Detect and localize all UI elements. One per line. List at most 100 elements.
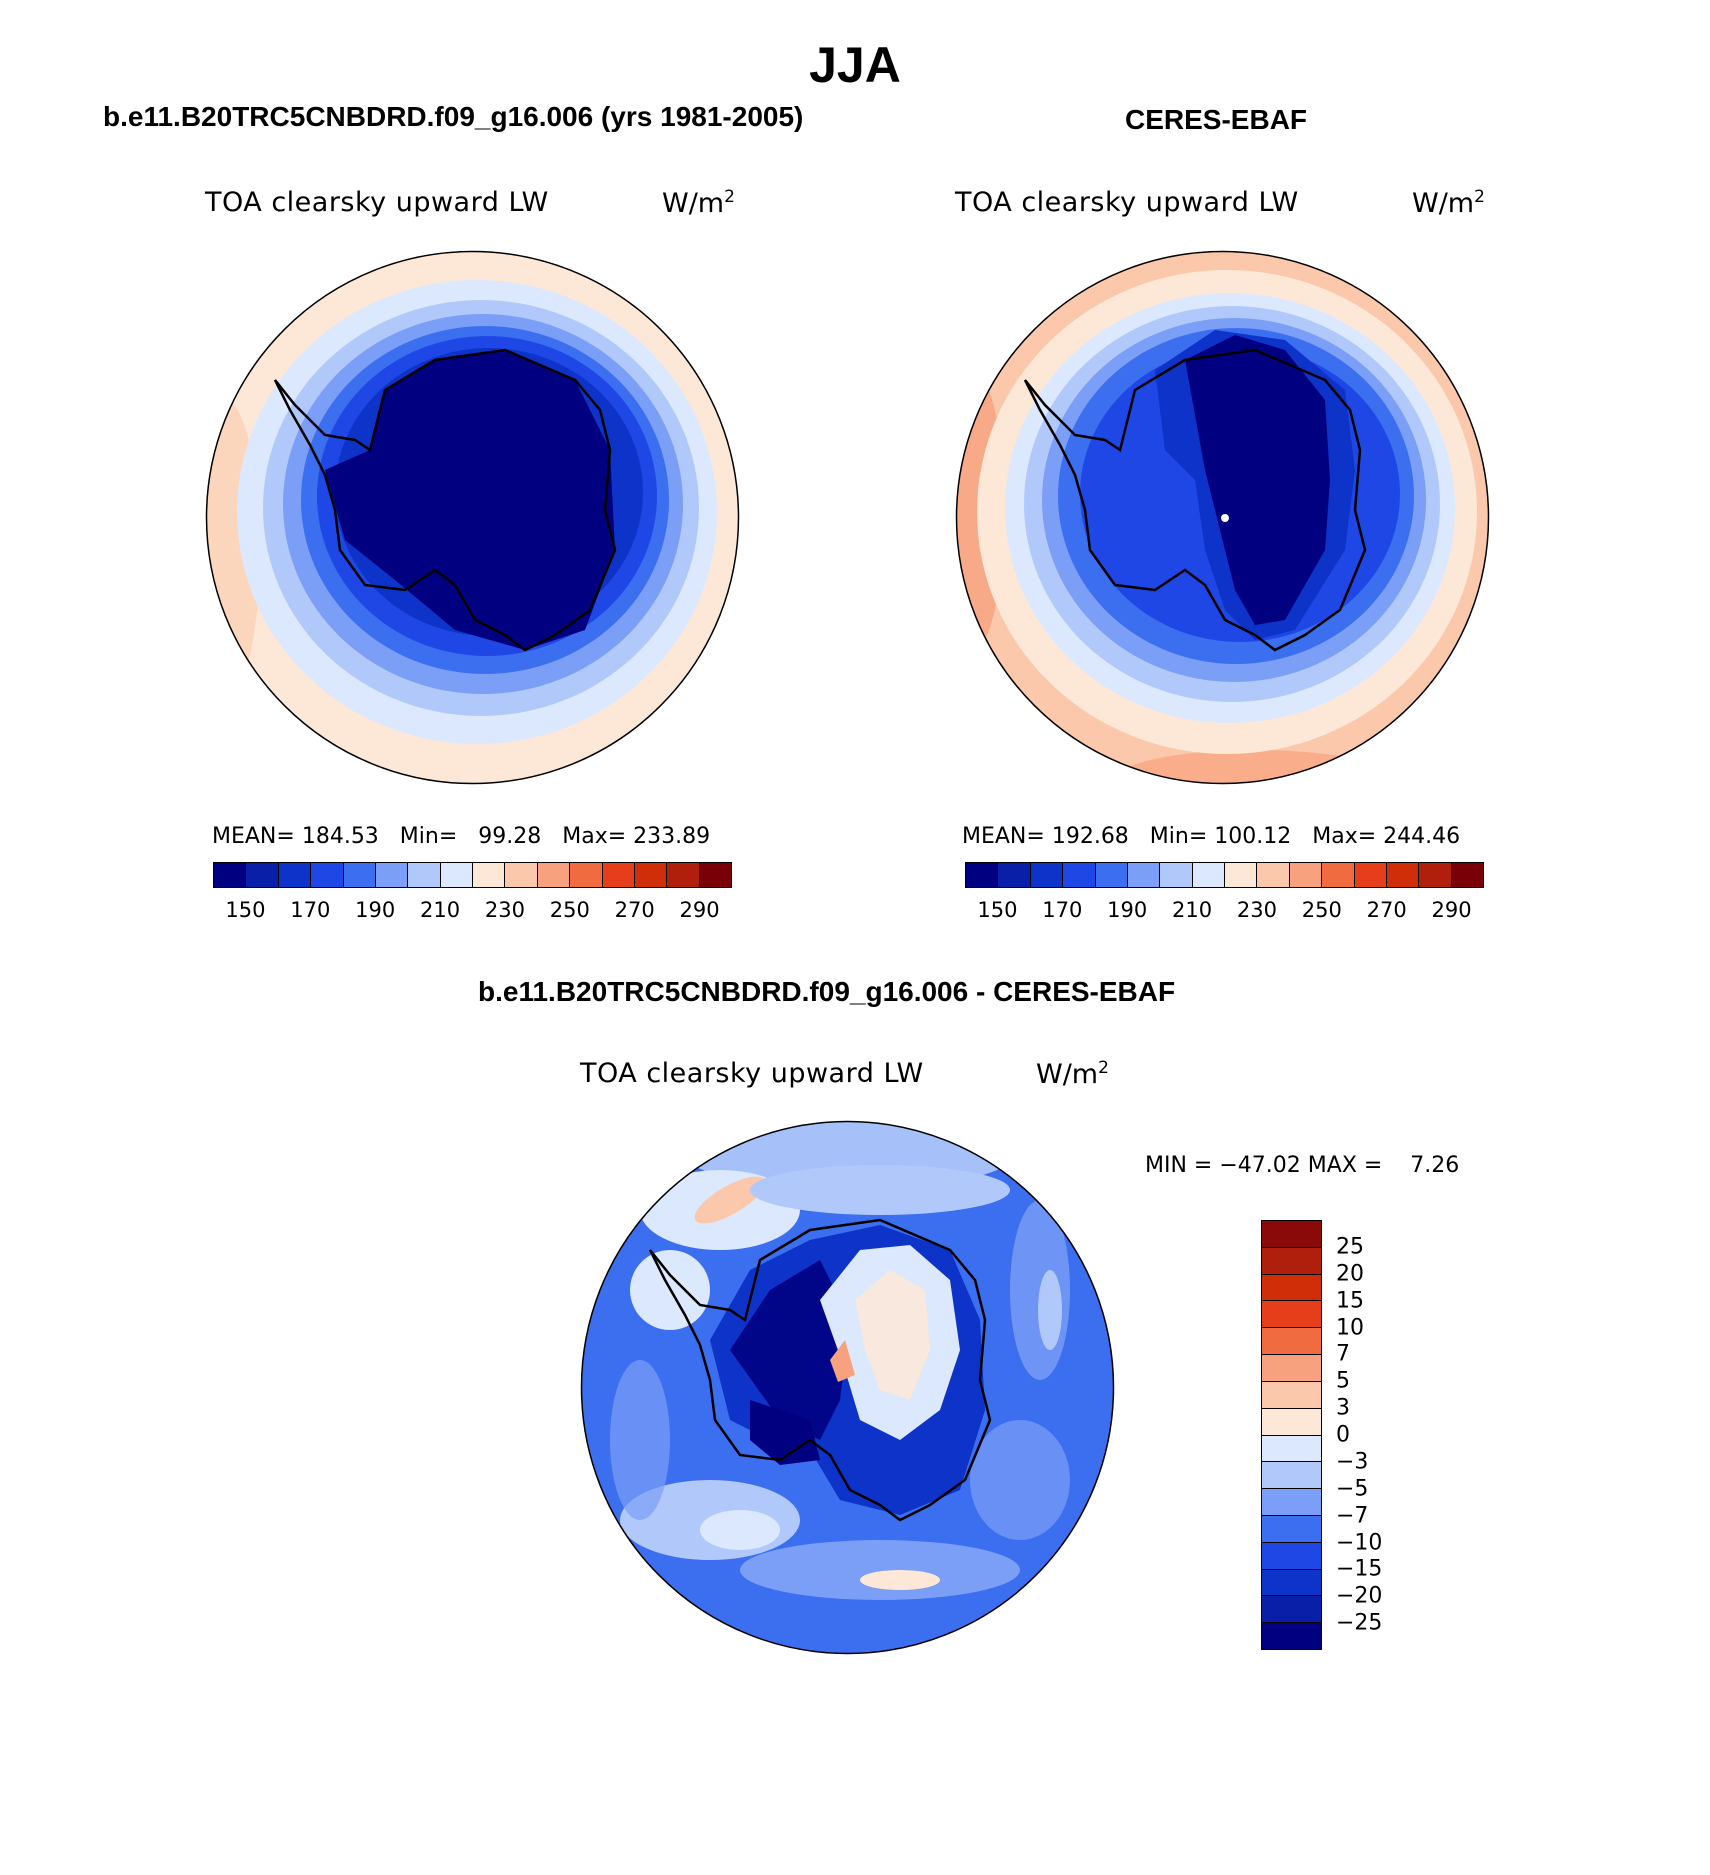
colorbar-label: 290 — [679, 898, 720, 922]
colorbar-swatch — [1262, 1274, 1321, 1302]
colorbar-label: 7 — [1336, 1341, 1350, 1367]
colorbar-swatch — [1095, 863, 1128, 887]
colorbar-label: −7 — [1336, 1503, 1369, 1529]
colorbar-label: −5 — [1336, 1476, 1369, 1502]
colorbar-label: 250 — [549, 898, 590, 922]
difference-colorbar-labels: 25 20 15 10 7 5 3 0 −3 −5 −7 −10 −15 −20 −25 — [1336, 1220, 1416, 1650]
colorbar-swatch — [343, 863, 376, 887]
colorbar-swatch — [1262, 1328, 1321, 1356]
panel-1-colorbar-labels: 150 170 190 210 230 250 270 290 — [213, 898, 732, 924]
colorbar-swatch — [602, 863, 635, 887]
colorbar-swatch — [1063, 863, 1096, 887]
panel-2-map — [955, 250, 1490, 785]
colorbar-swatch — [246, 863, 279, 887]
panel-2-plot-title: TOA clearsky upward LW — [955, 187, 1299, 218]
colorbar-label: 190 — [355, 898, 396, 922]
colorbar-swatch — [1262, 1542, 1321, 1570]
colorbar-label: 170 — [1042, 898, 1083, 922]
colorbar-swatch — [408, 863, 441, 887]
colorbar-swatch — [1160, 863, 1193, 887]
colorbar-swatch — [1322, 863, 1355, 887]
panel-2-colorbar-labels: 150 170 190 210 230 250 270 290 — [965, 898, 1484, 924]
colorbar-swatch — [1262, 1515, 1321, 1543]
colorbar-swatch — [1262, 1489, 1321, 1516]
panel-2-stats: MEAN= 192.68 Min= 100.12 Max= 244.46 — [962, 824, 1461, 849]
colorbar-label: 20 — [1336, 1261, 1364, 1287]
colorbar-swatch — [1262, 1596, 1321, 1624]
colorbar-swatch — [440, 863, 473, 887]
difference-stats: MIN = −47.02 MAX = 7.26 — [1145, 1153, 1460, 1178]
colorbar-swatch — [278, 863, 312, 887]
colorbar-label: 230 — [1236, 898, 1277, 922]
colorbar-swatch — [570, 863, 603, 887]
colorbar-swatch — [1257, 863, 1290, 887]
colorbar-label: 3 — [1336, 1395, 1350, 1421]
difference-plot-title: TOA clearsky upward LW — [580, 1058, 924, 1089]
colorbar-swatch — [1030, 863, 1064, 887]
colorbar-label: 290 — [1431, 898, 1472, 922]
colorbar-label: 190 — [1107, 898, 1148, 922]
colorbar-swatch — [1262, 1462, 1321, 1490]
colorbar-swatch — [1289, 863, 1323, 887]
colorbar-swatch — [1386, 863, 1420, 887]
panel-1-units: W/m2 — [662, 187, 735, 219]
figure-title: JJA — [809, 37, 901, 93]
colorbar-swatch — [1262, 1623, 1321, 1649]
panel-1-colorbar — [213, 862, 732, 888]
colorbar-label: 210 — [1172, 898, 1213, 922]
panel-2-units: W/m2 — [1412, 187, 1485, 219]
colorbar-label: −3 — [1336, 1449, 1369, 1475]
colorbar-swatch — [1262, 1569, 1321, 1597]
colorbar-label: 210 — [420, 898, 461, 922]
colorbar-swatch — [1262, 1435, 1321, 1463]
panel-2-title: CERES-EBAF — [1125, 104, 1308, 135]
colorbar-swatch — [634, 863, 668, 887]
colorbar-swatch — [1262, 1301, 1321, 1329]
colorbar-label: 150 — [977, 898, 1018, 922]
difference-map — [580, 1120, 1115, 1655]
colorbar-swatch — [1192, 863, 1225, 887]
colorbar-swatch — [214, 863, 247, 887]
colorbar-label: 5 — [1336, 1368, 1350, 1394]
colorbar-label: 230 — [484, 898, 525, 922]
difference-colorbar — [1261, 1220, 1322, 1650]
colorbar-swatch — [537, 863, 571, 887]
colorbar-swatch — [473, 863, 506, 887]
colorbar-label: 270 — [1366, 898, 1407, 922]
difference-title: b.e11.B20TRC5CNBDRD.f09_g16.006 - CERES-… — [478, 976, 1176, 1007]
panel-2-colorbar — [965, 862, 1484, 888]
colorbar-swatch — [1225, 863, 1258, 887]
colorbar-swatch — [1262, 1221, 1321, 1248]
colorbar-swatch — [1262, 1408, 1321, 1436]
colorbar-swatch — [505, 863, 538, 887]
colorbar-label: −10 — [1336, 1530, 1383, 1555]
colorbar-label: 150 — [225, 898, 266, 922]
colorbar-swatch — [375, 863, 409, 887]
colorbar-label: 270 — [614, 898, 655, 922]
colorbar-swatch — [1262, 1247, 1321, 1275]
colorbar-swatch — [1419, 863, 1452, 887]
colorbar-label: 10 — [1336, 1315, 1364, 1340]
colorbar-swatch — [1451, 863, 1483, 887]
colorbar-label: −15 — [1336, 1556, 1383, 1582]
colorbar-swatch — [1354, 863, 1387, 887]
colorbar-label: −25 — [1336, 1610, 1383, 1636]
colorbar-label: 170 — [290, 898, 331, 922]
colorbar-swatch — [966, 863, 999, 887]
colorbar-swatch — [667, 863, 700, 887]
colorbar-label: 15 — [1336, 1288, 1364, 1314]
panel-1-stats: MEAN= 184.53 Min= 99.28 Max= 233.89 — [212, 824, 711, 849]
colorbar-label: 250 — [1301, 898, 1342, 922]
colorbar-label: −20 — [1336, 1583, 1383, 1609]
panel-1-title: b.e11.B20TRC5CNBDRD.f09_g16.006 (yrs 198… — [103, 101, 804, 132]
colorbar-label: 0 — [1336, 1422, 1350, 1448]
colorbar-swatch — [1262, 1381, 1321, 1409]
colorbar-swatch — [311, 863, 344, 887]
colorbar-swatch — [998, 863, 1031, 887]
colorbar-swatch — [699, 863, 731, 887]
colorbar-label: 25 — [1336, 1234, 1364, 1260]
colorbar-swatch — [1262, 1355, 1321, 1382]
colorbar-swatch — [1127, 863, 1161, 887]
panel-1-map — [205, 250, 740, 785]
panel-1-plot-title: TOA clearsky upward LW — [205, 187, 549, 218]
